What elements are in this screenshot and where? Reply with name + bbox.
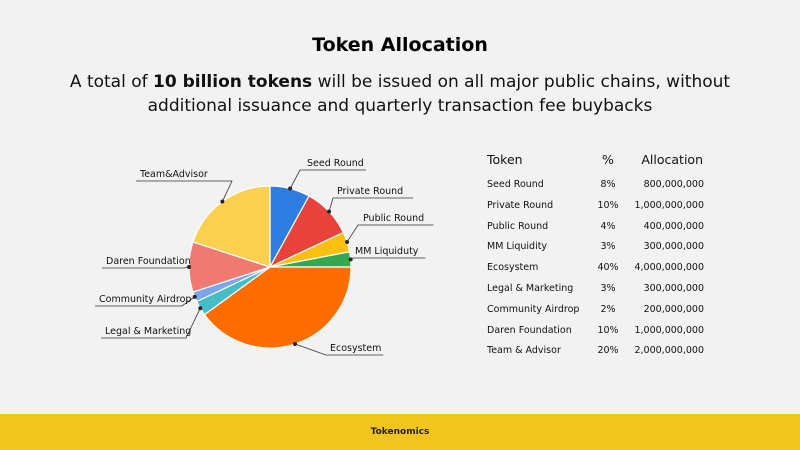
leader-line bbox=[95, 296, 195, 307]
row-allocation: 4,000,000,000 bbox=[634, 262, 704, 274]
pie-label: Ecosystem bbox=[330, 343, 381, 354]
row-token: Private Round bbox=[487, 199, 554, 211]
row-percent: 10% bbox=[597, 324, 619, 336]
table-row: Legal & Marketing 3% 300,000,000 bbox=[487, 283, 717, 304]
table-row: Daren Foundation 10% 1,000,000,000 bbox=[487, 325, 717, 346]
table-body: Seed Round 8% 800,000,000 Private Round 10% 1… bbox=[487, 179, 717, 366]
pie-label: Team&Advisor bbox=[139, 169, 208, 180]
leader-line bbox=[101, 308, 201, 339]
row-percent: 4% bbox=[600, 220, 616, 232]
leader-dot bbox=[288, 186, 293, 191]
row-token: Public Round bbox=[487, 220, 549, 232]
table-row: Public Round 4% 400,000,000 bbox=[487, 221, 717, 242]
leader-line bbox=[136, 180, 233, 202]
allocation-pie-chart: Seed Round Private Round Public Round MM Li… bbox=[95, 158, 434, 356]
leader-line bbox=[328, 197, 414, 212]
row-token: Daren Foundation bbox=[487, 324, 572, 336]
page-title: Token Allocation bbox=[312, 34, 488, 56]
pie-leader-lines bbox=[95, 169, 434, 356]
row-token: Seed Round bbox=[487, 179, 544, 190]
header-percent: % bbox=[602, 152, 614, 167]
row-percent: 10% bbox=[597, 199, 619, 211]
leader-line bbox=[350, 257, 426, 260]
pie-label: Public Round bbox=[363, 213, 424, 224]
pie-label: MM Liquiduty bbox=[355, 246, 419, 257]
header-allocation: Allocation bbox=[641, 152, 703, 167]
leader-line bbox=[346, 224, 434, 243]
table-row: MM Liquidity 3% 300,000,000 bbox=[487, 241, 717, 262]
pie-labels: Seed Round Private Round Public Round MM Li… bbox=[99, 158, 424, 354]
row-token: Ecosystem bbox=[487, 262, 539, 274]
footer-bar: Tokenomics bbox=[0, 414, 800, 450]
subtitle-suffix: will be issued on all major public chain… bbox=[147, 72, 731, 116]
row-allocation: 2,000,000,000 bbox=[634, 345, 704, 357]
row-allocation: 1,000,000,000 bbox=[634, 324, 704, 336]
row-percent: 3% bbox=[600, 282, 616, 294]
leader-line bbox=[294, 343, 384, 356]
subtitle-highlight: 10 billion tokens bbox=[153, 72, 313, 92]
table-row: Community Airdrop 2% 200,000,000 bbox=[487, 304, 717, 325]
row-token: Legal & Marketing bbox=[487, 282, 574, 294]
footer-label: Tokenomics bbox=[370, 427, 430, 437]
header-token: Token bbox=[487, 152, 523, 167]
table-row: Ecosystem 40% 4,000,000,000 bbox=[487, 262, 717, 283]
subtitle-prefix: A total of bbox=[69, 72, 154, 92]
leader-line bbox=[102, 266, 190, 269]
page-subtitle: A total of 10 billion tokens will be iss… bbox=[60, 70, 740, 118]
row-percent: 8% bbox=[600, 179, 616, 190]
row-token: Community Airdrop bbox=[487, 303, 580, 315]
pie-label: Private Round bbox=[337, 186, 403, 197]
row-allocation: 200,000,000 bbox=[643, 303, 704, 315]
table-row: Private Round 10% 1,000,000,000 bbox=[487, 200, 717, 221]
row-token: Team & Advisor bbox=[487, 345, 561, 357]
allocation-table: Token % Allocation Seed Round 8% 800,000,0… bbox=[487, 152, 717, 366]
row-allocation: 400,000,000 bbox=[643, 220, 704, 232]
pie-label: Community Airdrop bbox=[99, 294, 191, 305]
row-percent: 20% bbox=[597, 345, 619, 357]
table-header: Token % Allocation bbox=[487, 152, 717, 179]
row-token: MM Liquidity bbox=[487, 241, 548, 253]
pie-label: Daren Foundation bbox=[106, 256, 191, 267]
table-row: Seed Round 8% 800,000,000 bbox=[487, 179, 717, 200]
row-allocation: 1,000,000,000 bbox=[634, 199, 704, 211]
pie-label: Legal & Marketing bbox=[105, 326, 191, 337]
row-percent: 40% bbox=[597, 262, 619, 274]
row-allocation: 300,000,000 bbox=[643, 241, 704, 253]
row-allocation: 300,000,000 bbox=[643, 282, 704, 294]
pie-label: Seed Round bbox=[307, 158, 364, 169]
row-percent: 3% bbox=[600, 241, 616, 253]
row-allocation: 800,000,000 bbox=[643, 179, 704, 190]
pie-slices bbox=[188, 185, 352, 349]
row-percent: 2% bbox=[600, 303, 616, 315]
table-row: Team & Advisor 20% 2,000,000,000 bbox=[487, 345, 717, 366]
leader-line bbox=[289, 169, 366, 189]
